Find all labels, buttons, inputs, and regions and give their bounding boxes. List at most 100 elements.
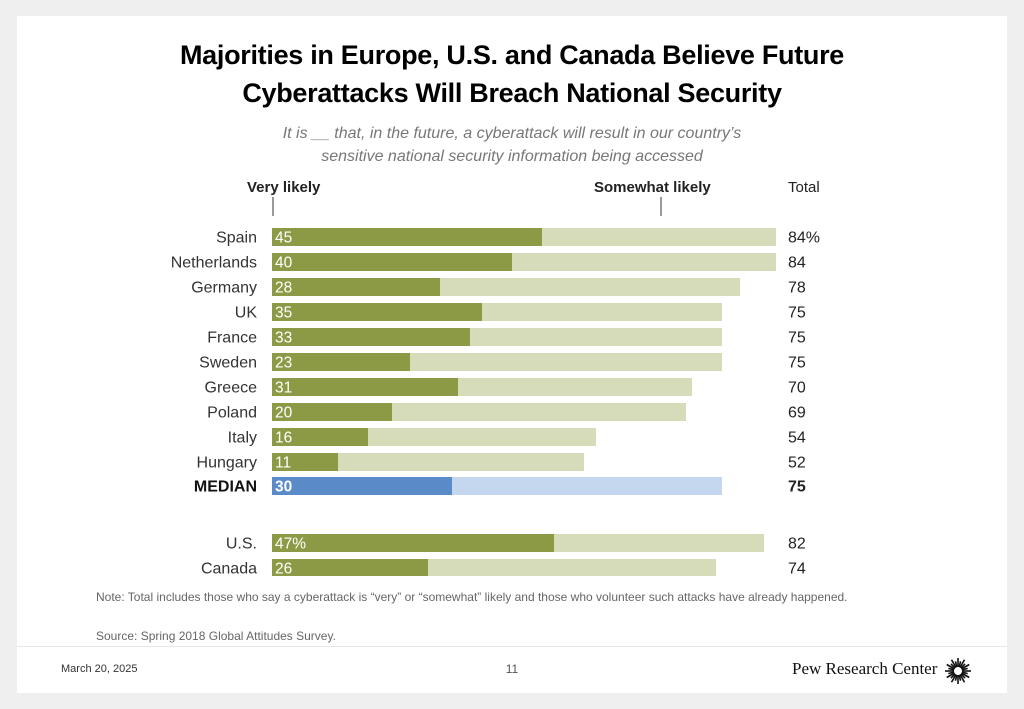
logo-ray bbox=[958, 661, 962, 668]
bar-chart: Very likely Somewhat likely Total Spain 45 84… bbox=[171, 179, 820, 577]
logo-ray bbox=[946, 672, 955, 679]
subtitle-line-2: sensitive national security information … bbox=[321, 148, 703, 165]
total-label-6: 70 bbox=[788, 380, 806, 397]
bar-very-1 bbox=[272, 253, 512, 271]
legend-somewhat-likely: Somewhat likely bbox=[594, 179, 711, 196]
total-label-10: 75 bbox=[788, 479, 806, 496]
logo-ray bbox=[950, 673, 956, 679]
total-label-2: 78 bbox=[788, 280, 806, 297]
bar-very-10 bbox=[272, 477, 452, 495]
bar-somewhat-8 bbox=[368, 428, 596, 446]
bar-very-3 bbox=[272, 303, 482, 321]
category-label-10: MEDIAN bbox=[194, 479, 257, 496]
bar-somewhat-6 bbox=[458, 378, 692, 396]
logo-ray bbox=[961, 663, 970, 670]
bar-very-5 bbox=[272, 353, 410, 371]
total-label-8: 54 bbox=[788, 430, 806, 447]
total-label-12: 74 bbox=[788, 561, 806, 577]
category-label-12: Canada bbox=[201, 561, 257, 577]
bar-very-12 bbox=[272, 559, 428, 576]
title-line-2: Cyberattacks Will Breach National Securi… bbox=[242, 78, 782, 108]
bar-somewhat-7 bbox=[392, 403, 686, 421]
bar-somewhat-12 bbox=[428, 559, 716, 576]
logo-ray bbox=[950, 659, 957, 668]
category-label-3: UK bbox=[235, 305, 258, 322]
total-label-0: 84% bbox=[788, 230, 820, 247]
bar-somewhat-10 bbox=[452, 477, 722, 495]
category-label-0: Spain bbox=[216, 230, 257, 247]
value-label-very-2: 28 bbox=[275, 280, 292, 297]
bar-somewhat-3 bbox=[482, 303, 722, 321]
category-label-11: U.S. bbox=[226, 536, 257, 553]
logo-ray bbox=[954, 661, 958, 668]
chart-subtitle: It is __ that, in the future, a cyberatt… bbox=[17, 122, 1007, 168]
footer-divider bbox=[17, 646, 1007, 647]
bar-somewhat-0 bbox=[542, 228, 776, 246]
logo-ray bbox=[959, 659, 966, 668]
bar-very-0 bbox=[272, 228, 542, 246]
legend-very-likely: Very likely bbox=[247, 179, 321, 196]
value-label-very-0: 45 bbox=[275, 230, 292, 247]
value-label-very-8: 16 bbox=[275, 430, 292, 447]
value-label-very-9: 11 bbox=[275, 455, 291, 472]
total-label-9: 52 bbox=[788, 455, 806, 472]
title-line-1: Majorities in Europe, U.S. and Canada Be… bbox=[179, 40, 845, 70]
bar-very-2 bbox=[272, 278, 440, 296]
logo-ray bbox=[948, 667, 955, 671]
logo-ray bbox=[961, 672, 970, 679]
total-label-7: 69 bbox=[788, 405, 806, 422]
bar-very-7 bbox=[272, 403, 392, 421]
category-label-2: Germany bbox=[191, 280, 257, 297]
category-label-4: France bbox=[207, 330, 257, 347]
bar-somewhat-11 bbox=[554, 534, 764, 552]
logo-ray bbox=[960, 663, 966, 669]
bar-somewhat-4 bbox=[470, 328, 722, 346]
category-label-9: Hungary bbox=[197, 455, 257, 472]
value-label-very-5: 23 bbox=[275, 355, 292, 372]
value-label-very-3: 35 bbox=[275, 305, 292, 322]
value-label-very-6: 31 bbox=[275, 380, 292, 397]
value-label-very-4: 33 bbox=[275, 330, 292, 347]
logo-ray bbox=[958, 674, 962, 681]
value-label-very-11: 47% bbox=[275, 536, 306, 553]
bar-very-11 bbox=[272, 534, 554, 552]
chart-source: Source: Spring 2018 Global Attitudes Sur… bbox=[96, 629, 336, 643]
logo-ray bbox=[959, 674, 966, 683]
subtitle-line-1: It is __ that, in the future, a cyberatt… bbox=[282, 125, 742, 142]
chart-title: Majorities in Europe, U.S. and Canada Be… bbox=[17, 36, 1007, 112]
bar-very-9 bbox=[272, 453, 338, 471]
bar-somewhat-5 bbox=[410, 353, 722, 371]
value-label-very-1: 40 bbox=[275, 255, 293, 272]
total-label-4: 75 bbox=[788, 330, 806, 347]
total-label-11: 82 bbox=[788, 536, 806, 553]
chart-note: Note: Total includes those who say a cyb… bbox=[96, 590, 848, 604]
logo-ray bbox=[960, 673, 966, 679]
category-label-8: Italy bbox=[228, 430, 257, 447]
logo-ray bbox=[950, 663, 956, 669]
logo-ray bbox=[948, 671, 955, 675]
page-number: 11 bbox=[505, 662, 519, 676]
bar-very-6 bbox=[272, 378, 458, 396]
category-label-7: Poland bbox=[207, 405, 257, 422]
bar-somewhat-9 bbox=[338, 453, 584, 471]
brand-name: Pew Research Center bbox=[792, 659, 938, 678]
pew-logo-icon bbox=[945, 658, 971, 684]
total-label-1: 84 bbox=[788, 255, 806, 272]
bar-very-4 bbox=[272, 328, 470, 346]
total-label-5: 75 bbox=[788, 355, 806, 372]
category-label-6: Greece bbox=[205, 380, 258, 397]
footer-date: March 20, 2025 bbox=[61, 663, 138, 675]
value-label-very-12: 26 bbox=[275, 561, 292, 577]
bar-somewhat-1 bbox=[512, 253, 776, 271]
logo-ray bbox=[950, 674, 957, 683]
total-header: Total bbox=[788, 179, 820, 196]
category-label-1: Netherlands bbox=[171, 255, 257, 272]
slide: Majorities in Europe, U.S. and Canada Be… bbox=[17, 16, 1007, 693]
category-label-5: Sweden bbox=[199, 355, 257, 372]
bar-somewhat-2 bbox=[440, 278, 740, 296]
bar-very-8 bbox=[272, 428, 368, 446]
value-label-very-10: 30 bbox=[275, 479, 292, 496]
value-label-very-7: 20 bbox=[275, 405, 293, 422]
logo-ray bbox=[961, 671, 968, 675]
logo-ray bbox=[946, 663, 955, 670]
